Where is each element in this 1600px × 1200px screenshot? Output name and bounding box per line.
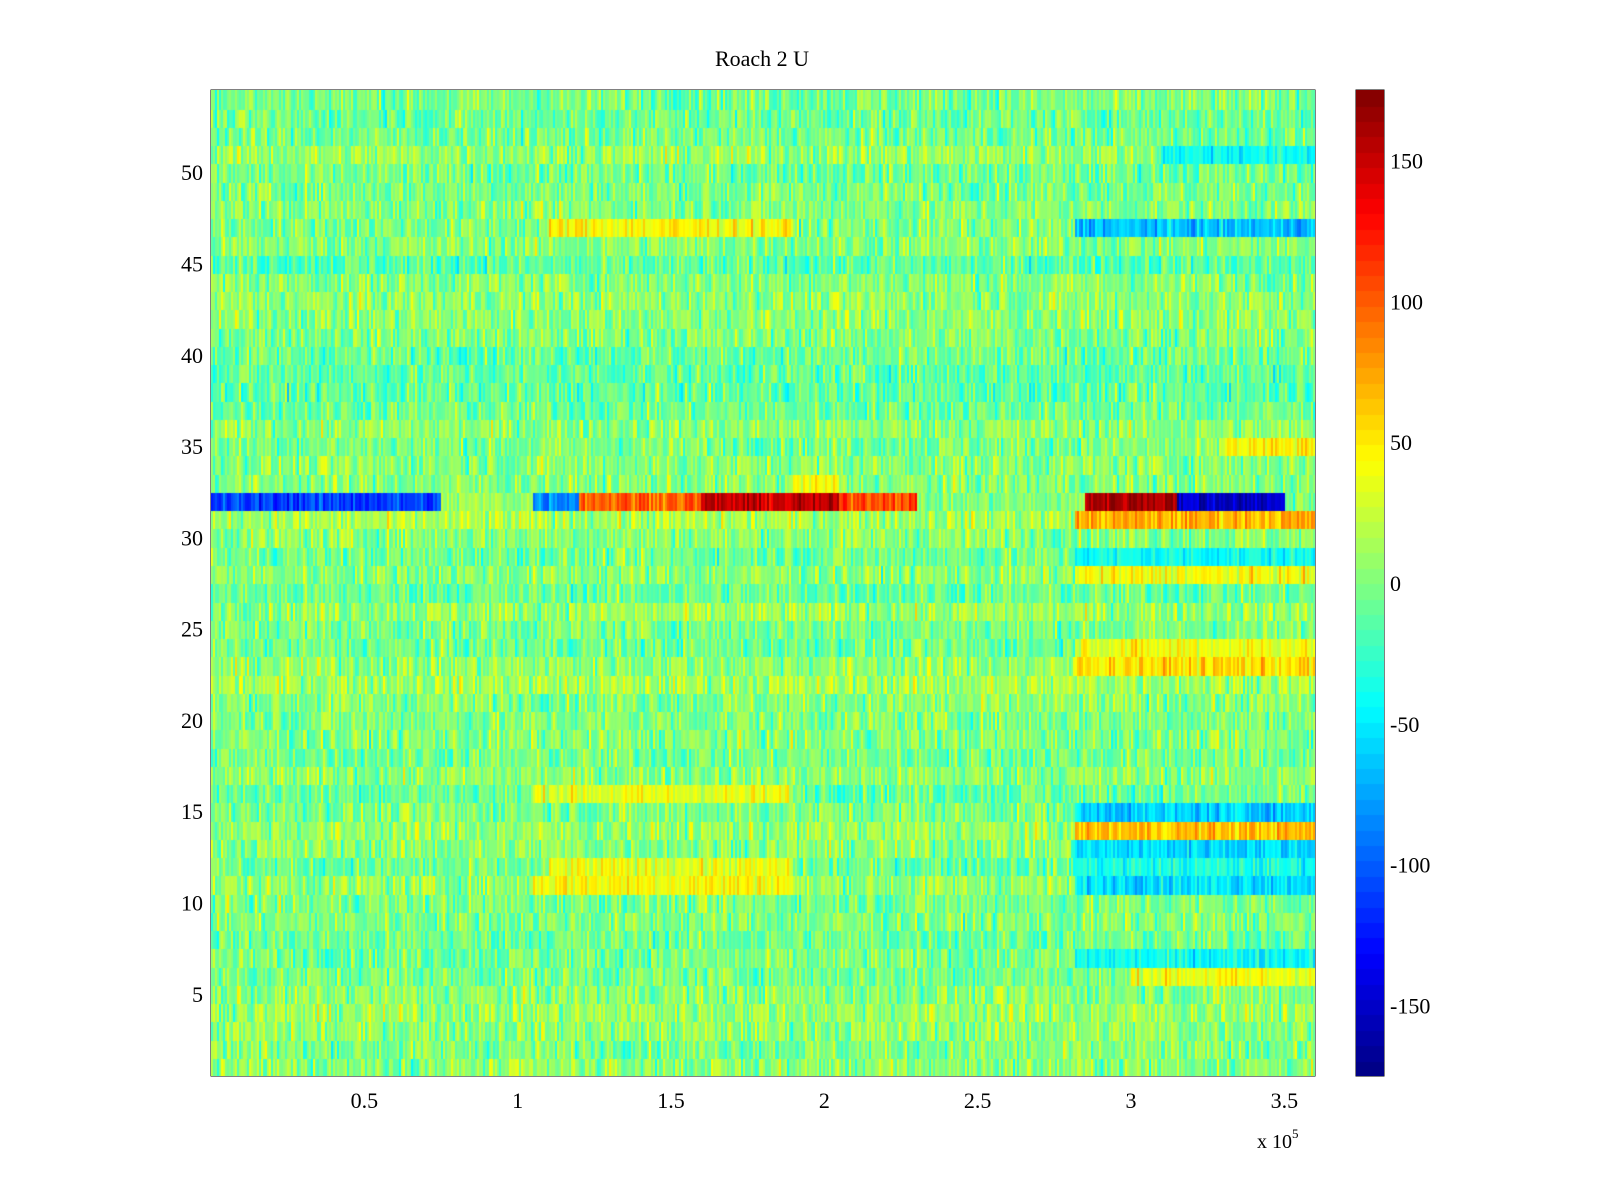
colorbar-tick-label: 0 [1390,571,1401,596]
y-tick-label: 10 [181,891,203,916]
y-tick-label: 30 [181,525,203,550]
y-tick-label: 35 [181,434,203,459]
chart-title: Roach 2 U [715,46,809,71]
x-multiplier: x 105 [1257,1126,1299,1153]
x-tick-label: 2.5 [964,1088,992,1113]
colorbar-tick-label: 150 [1390,148,1423,173]
colorbar-tick-label: 100 [1390,289,1423,314]
y-tick-label: 40 [181,343,203,368]
colorbar-ticks: 150 100 50 0 -50 -100 -150 [1356,148,1430,1019]
colorbar-tick-label: -150 [1390,994,1430,1019]
x-tick-label: 3.5 [1271,1088,1299,1113]
heatmap-image [211,90,1315,1076]
y-axis-ticks: 5 10 15 20 25 30 35 40 45 50 [181,160,1315,1007]
x-tick-label: 3 [1126,1088,1137,1113]
colorbar-tick-label: -50 [1390,712,1419,737]
y-tick-label: 5 [192,982,203,1007]
colorbar-tick-label: -100 [1390,853,1430,878]
y-tick-label: 45 [181,251,203,276]
y-tick-label: 25 [181,617,203,642]
colorbar-gradient [1356,90,1384,1076]
y-tick-label: 15 [181,799,203,824]
y-tick-label: 50 [181,160,203,185]
x-tick-label: 1.5 [657,1088,685,1113]
y-tick-label: 20 [181,708,203,733]
x-multiplier-base: x 10 [1257,1131,1292,1153]
colorbar-tick-label: 50 [1390,430,1412,455]
x-tick-label: 2 [819,1088,830,1113]
x-multiplier-exponent: 5 [1292,1126,1299,1141]
x-tick-label: 0.5 [351,1088,379,1113]
x-tick-label: 1 [512,1088,523,1113]
